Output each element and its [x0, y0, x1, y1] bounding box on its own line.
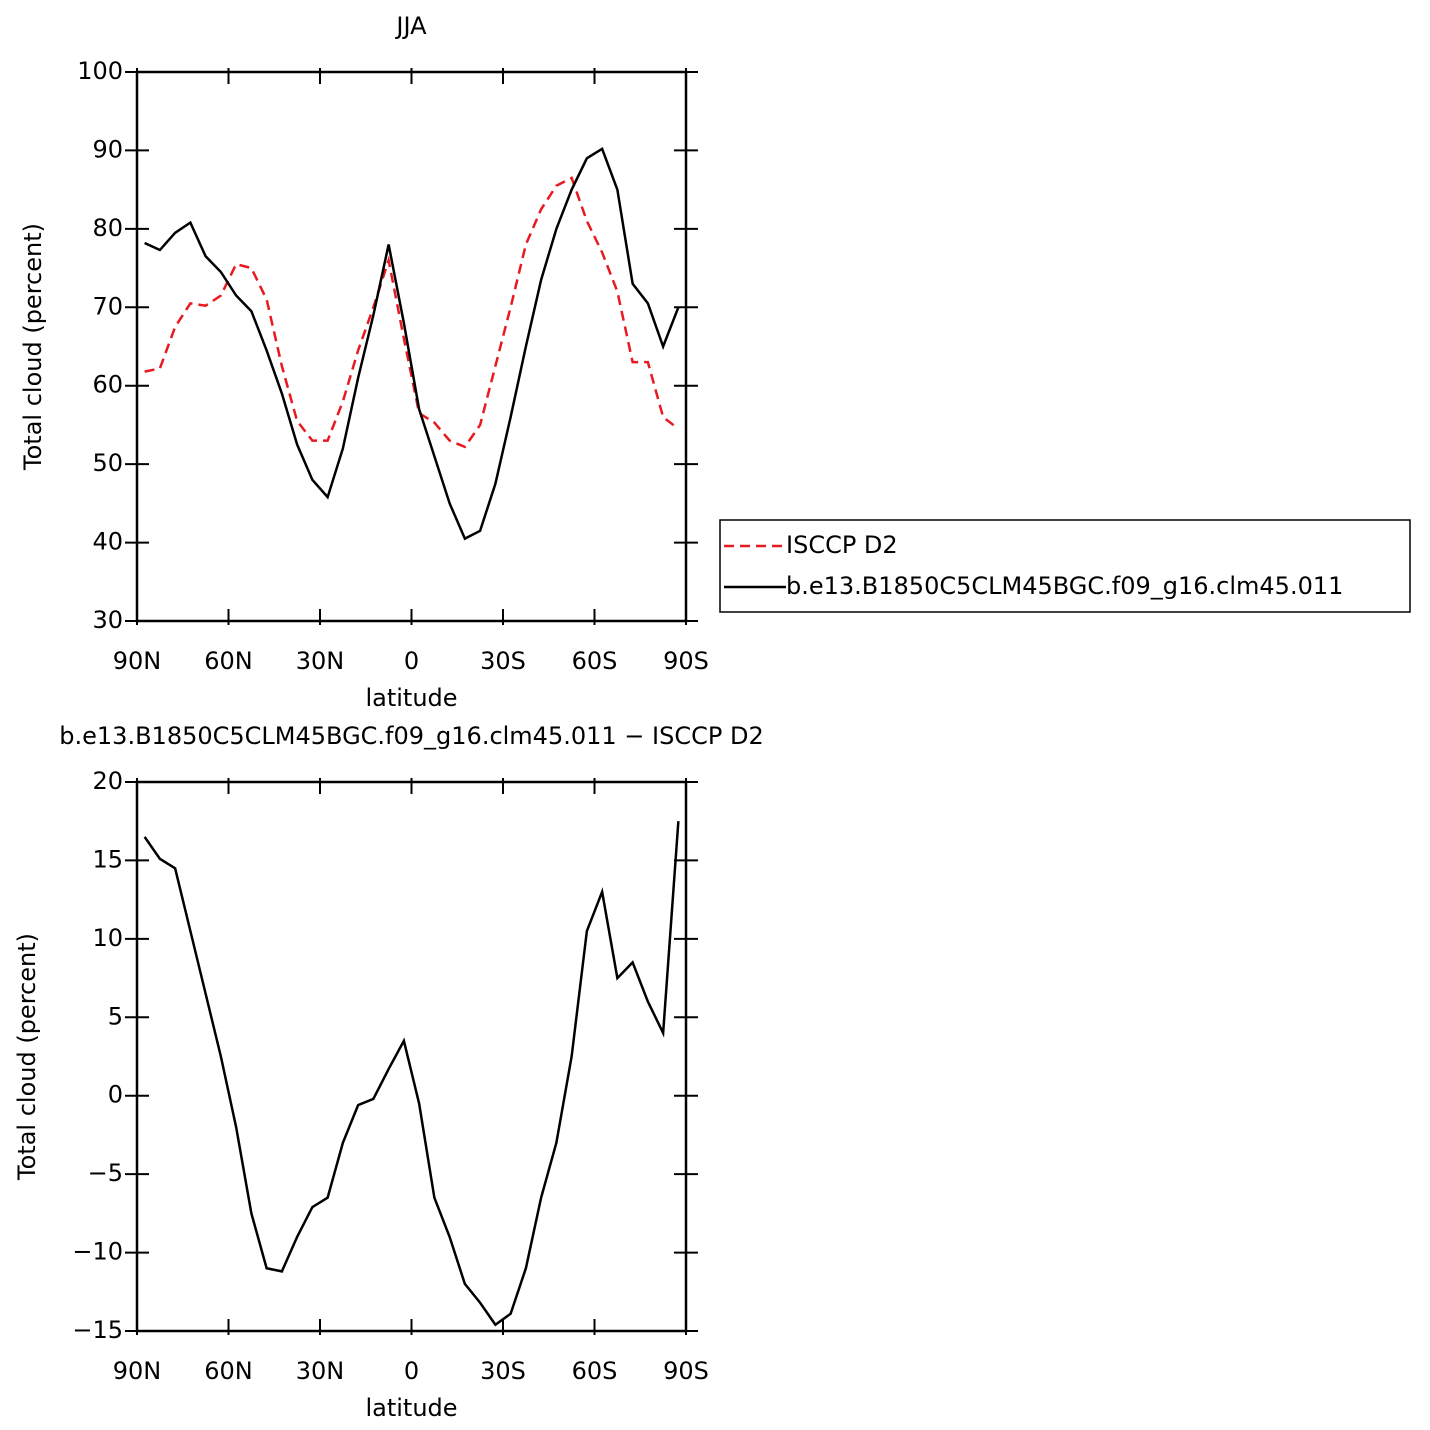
x-tick-label: 60S — [572, 647, 618, 675]
x-tick-label: 60S — [572, 1357, 618, 1385]
y-tick-label: 15 — [92, 845, 123, 873]
x-tick-label: 90S — [663, 1357, 709, 1385]
x-tick-label: 90N — [113, 647, 162, 675]
y-tick-label: 50 — [92, 449, 123, 477]
chart-title: JJA — [394, 12, 427, 40]
data-line — [144, 176, 680, 449]
x-tick-label: 0 — [404, 647, 419, 675]
y-tick-label: 70 — [92, 292, 123, 320]
chart-title: b.e13.B1850C5CLM45BGC.f09_g16.clm45.011 … — [59, 722, 763, 750]
plot-frame — [135, 780, 688, 1333]
y-tick-label: 5 — [108, 1002, 123, 1030]
x-tick-label: 30N — [296, 1357, 345, 1385]
x-axis-label: latitude — [365, 1394, 457, 1422]
y-tick-label: 0 — [108, 1081, 123, 1109]
data-line — [143, 821, 680, 1327]
y-tick-label: 30 — [92, 606, 123, 634]
data-line — [144, 146, 680, 541]
x-tick-label: 30S — [480, 1357, 526, 1385]
x-tick-label: 30N — [296, 647, 345, 675]
y-tick-label: −10 — [72, 1238, 123, 1266]
plot-frame — [135, 70, 688, 623]
y-tick-label: 20 — [92, 767, 123, 795]
legend-label: b.e13.B1850C5CLM45BGC.f09_g16.clm45.011 — [786, 572, 1343, 600]
y-tick-label: 80 — [92, 214, 123, 242]
y-tick-label: 90 — [92, 135, 123, 163]
x-tick-label: 90N — [113, 1357, 162, 1385]
y-tick-label: 10 — [92, 924, 123, 952]
y-tick-label: −15 — [72, 1316, 123, 1344]
x-tick-label: 30S — [480, 647, 526, 675]
x-tick-label: 60N — [204, 647, 253, 675]
y-axis-label: Total cloud (percent) — [19, 223, 47, 471]
x-tick-label: 60N — [204, 1357, 253, 1385]
x-axis-label: latitude — [365, 684, 457, 712]
x-tick-label: 0 — [404, 1357, 419, 1385]
legend-label: ISCCP D2 — [786, 531, 898, 559]
y-axis-label: Total cloud (percent) — [13, 933, 41, 1181]
y-tick-label: 60 — [92, 371, 123, 399]
legend-box — [719, 519, 1411, 613]
y-tick-label: 40 — [92, 528, 123, 556]
x-tick-label: 90S — [663, 647, 709, 675]
y-tick-label: −5 — [88, 1159, 123, 1187]
y-tick-label: 100 — [77, 57, 123, 85]
